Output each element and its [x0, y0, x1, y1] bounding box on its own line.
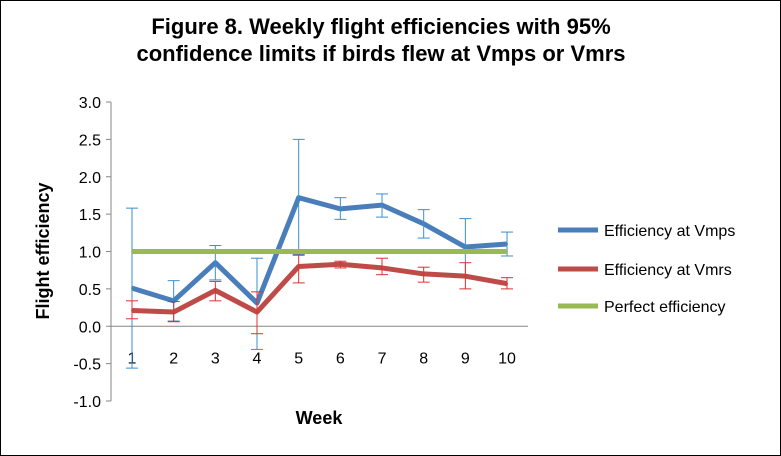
y-tick-label: 0.5 — [79, 282, 101, 299]
series-line — [131, 195, 508, 306]
x-tick-label: 2 — [169, 350, 178, 367]
data-point — [256, 250, 259, 253]
chart-title: Figure 8. Weekly flight efficiencies wit… — [61, 13, 701, 67]
x-tick-label: 6 — [336, 350, 345, 367]
y-tick-label: -0.5 — [73, 357, 101, 374]
x-tick-label: 8 — [419, 350, 428, 367]
data-point — [506, 250, 509, 253]
data-point — [131, 250, 133, 253]
data-point — [464, 250, 467, 253]
y-tick-label: 1.5 — [79, 207, 101, 224]
chart-title-line: confidence limits if birds flew at Vmps … — [136, 41, 626, 66]
x-axis-label: Week — [296, 408, 344, 428]
chart-title-line: Figure 8. Weekly flight efficiencies wit… — [151, 14, 611, 39]
data-point — [297, 250, 300, 253]
y-tick-label: 0.0 — [79, 319, 101, 336]
data-point — [214, 250, 217, 253]
x-tick-label: 7 — [378, 350, 387, 367]
y-tick-label: -1.0 — [73, 394, 101, 411]
x-tick-label: 10 — [498, 350, 516, 367]
legend-label: Efficiency at Vmrs — [604, 262, 732, 279]
x-tick-label: 9 — [461, 350, 470, 367]
y-tick-label: 2.0 — [79, 170, 101, 187]
data-point — [172, 250, 175, 253]
legend-label: Efficiency at Vmps — [604, 223, 735, 240]
legend-label: Perfect efficiency — [604, 299, 726, 316]
series-line — [131, 261, 508, 315]
y-tick-label: 1.0 — [79, 245, 101, 262]
y-axis-label: Flight efficiency — [33, 182, 53, 319]
x-tick-label: 3 — [211, 350, 220, 367]
x-tick-label: 5 — [294, 350, 303, 367]
x-tick-label: 4 — [253, 350, 262, 367]
data-point — [381, 250, 384, 253]
y-tick-label: 3.0 — [79, 95, 101, 112]
y-tick-label: 2.5 — [79, 132, 101, 149]
data-point — [339, 250, 342, 253]
data-point — [422, 250, 425, 253]
